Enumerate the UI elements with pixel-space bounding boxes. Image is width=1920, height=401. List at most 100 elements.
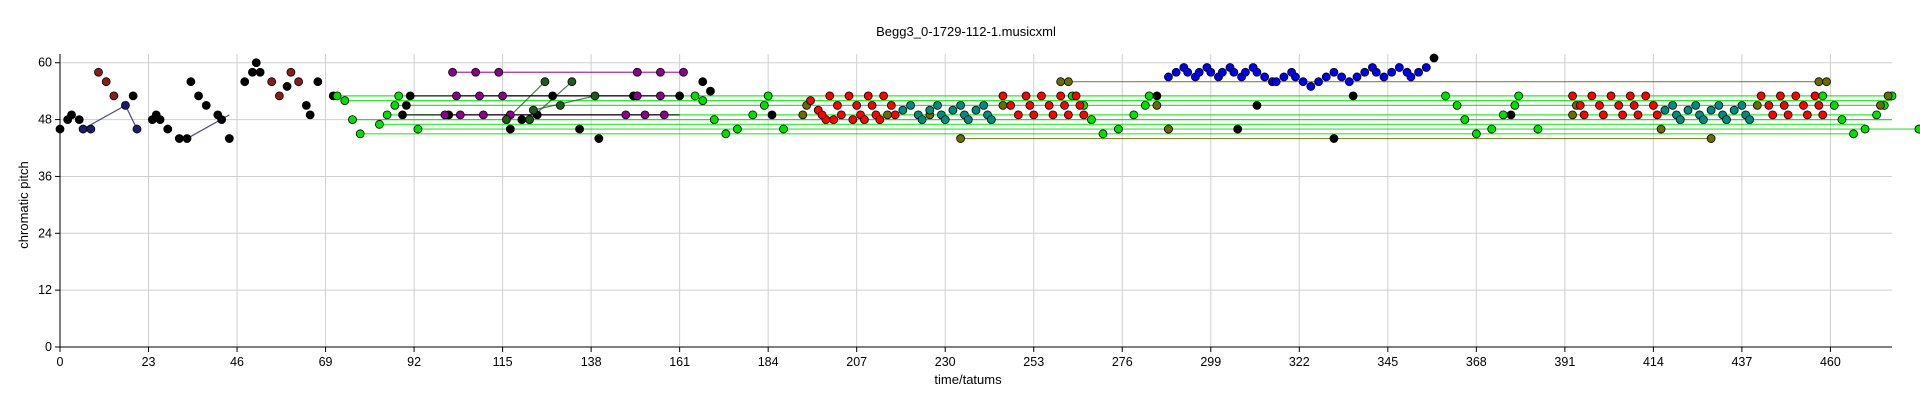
- data-point-blue: [1314, 77, 1323, 87]
- data-point-green: [1144, 91, 1154, 101]
- data-point-black: [594, 134, 604, 143]
- data-point-green: [1872, 110, 1882, 120]
- data-point-green: [375, 119, 384, 129]
- data-point-red: [998, 91, 1008, 101]
- data-point-black: [155, 115, 165, 124]
- data-point-blue: [1164, 72, 1173, 82]
- data-point-red: [1818, 110, 1828, 120]
- data-point-black: [313, 77, 323, 87]
- data-point-red: [1618, 110, 1627, 120]
- data-point-green: [748, 110, 758, 120]
- data-point-red: [1652, 110, 1662, 120]
- data-point-black: [1429, 53, 1439, 63]
- data-point-green: [779, 124, 788, 134]
- data-point-olive: [1164, 124, 1173, 134]
- data-point-green: [1452, 100, 1462, 110]
- data-point-teal: [1722, 115, 1731, 124]
- data-point-purple: [471, 67, 481, 77]
- data-point-blue: [1279, 72, 1289, 82]
- data-point-teal: [1706, 105, 1716, 115]
- data-point-blue: [1217, 67, 1227, 77]
- data-point-blue: [1194, 67, 1204, 77]
- x-tick-label: 391: [1554, 355, 1575, 369]
- data-point-red: [879, 91, 889, 101]
- data-point-blue: [1371, 67, 1381, 77]
- data-point-purple: [632, 91, 642, 101]
- data-point-green: [355, 129, 365, 139]
- data-point-red: [859, 115, 869, 124]
- data-point-green: [1849, 129, 1858, 139]
- data-point-blue: [1171, 67, 1181, 77]
- data-point-black: [675, 91, 685, 101]
- data-point-green: [1487, 124, 1497, 134]
- data-point-olive: [1152, 100, 1162, 110]
- data-point-red: [1791, 91, 1801, 101]
- data-point-navy: [121, 100, 130, 110]
- data-point-olive: [1752, 100, 1762, 110]
- data-point-red: [867, 100, 877, 110]
- data-point-blue: [1206, 67, 1216, 77]
- x-axis-label: time/tatums: [934, 372, 1002, 387]
- data-point-green: [1533, 124, 1543, 134]
- data-point-olive: [883, 110, 892, 120]
- data-point-green: [413, 124, 423, 134]
- data-point-black: [282, 82, 292, 91]
- data-point-red: [1629, 100, 1639, 110]
- x-tick-label: 23: [142, 355, 156, 369]
- x-tick-label: 299: [1200, 355, 1221, 369]
- data-point-green: [394, 91, 404, 101]
- data-point-purple: [478, 110, 488, 120]
- data-point-red: [1606, 91, 1616, 101]
- data-point-blue: [1394, 63, 1404, 72]
- data-point-red: [1648, 100, 1658, 110]
- data-point-red: [1756, 91, 1766, 101]
- data-point-red: [886, 100, 896, 110]
- data-point-green: [690, 91, 700, 101]
- data-point-green: [1460, 115, 1470, 124]
- data-point-blue: [1329, 67, 1339, 77]
- data-point-green: [348, 115, 357, 124]
- x-tick-label: 46: [230, 355, 244, 369]
- data-point-black: [398, 110, 407, 120]
- series-points: [55, 53, 1920, 143]
- x-tick-label: 322: [1289, 355, 1310, 369]
- data-point-brown: [274, 91, 284, 101]
- data-point-teal: [986, 115, 996, 124]
- data-point-teal: [956, 100, 966, 110]
- data-point-brown: [101, 77, 111, 87]
- data-point-black: [240, 77, 250, 87]
- data-point-red: [1587, 91, 1597, 101]
- data-point-purple: [679, 67, 688, 77]
- data-point-olive: [956, 134, 966, 143]
- data-point-green: [332, 91, 342, 101]
- data-point-black: [182, 134, 192, 143]
- data-point-teal: [917, 115, 927, 124]
- data-point-blue: [1421, 63, 1431, 72]
- data-point-teal: [979, 100, 989, 110]
- data-point-green: [1098, 129, 1108, 139]
- data-point-navy: [78, 124, 88, 134]
- data-point-green: [1129, 110, 1139, 120]
- x-tick-label: 92: [407, 355, 421, 369]
- data-point-red: [1779, 100, 1789, 110]
- data-point-black: [706, 86, 715, 96]
- data-point-olive: [998, 100, 1008, 110]
- data-point-red: [848, 115, 858, 124]
- series-line-darkgreen: [533, 95, 596, 111]
- data-point-black: [517, 115, 527, 124]
- data-point-black: [163, 124, 173, 134]
- data-point-red: [1633, 110, 1643, 120]
- data-point-red: [1075, 100, 1085, 110]
- data-point-red: [844, 91, 854, 101]
- data-point-green: [1818, 91, 1828, 101]
- data-point-red: [806, 96, 815, 106]
- data-point-green: [1114, 124, 1123, 134]
- data-point-teal: [1729, 105, 1739, 115]
- data-point-navy: [132, 124, 142, 134]
- data-point-red: [1079, 110, 1089, 120]
- x-tick-label: 345: [1377, 355, 1398, 369]
- data-point-green: [1510, 100, 1520, 110]
- data-point-black: [1233, 124, 1243, 134]
- x-tick-label: 253: [1023, 355, 1044, 369]
- data-point-blue: [1344, 77, 1354, 87]
